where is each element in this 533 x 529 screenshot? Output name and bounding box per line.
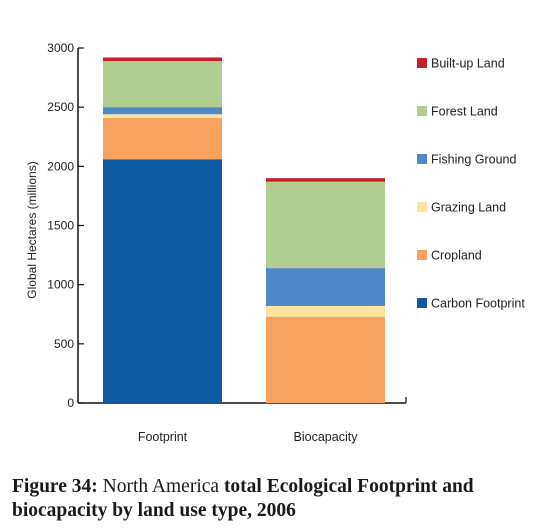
y-tick-label: 500 [54, 337, 74, 351]
legend-label: Cropland [431, 249, 482, 263]
y-tick-label: 2000 [47, 159, 74, 173]
y-tick-label: 1500 [47, 219, 74, 233]
bar-segment-forest-land [266, 181, 385, 269]
y-tick-label: 1000 [47, 278, 74, 292]
y-tick-label: 2500 [47, 100, 74, 114]
bar-segment-built-up-land [266, 178, 385, 182]
bar-segment-built-up-land [103, 57, 222, 62]
y-axis-title: Global Hectares (millions) [25, 161, 39, 298]
legend-swatch [417, 58, 427, 68]
legend-swatch [417, 106, 427, 116]
bar-segment-cropland [103, 117, 222, 160]
legend-swatch [417, 154, 427, 164]
legend-swatch [417, 298, 427, 308]
legend-swatch [417, 250, 427, 260]
legend-label: Grazing Land [431, 201, 506, 215]
bar-segment-fishing-ground [103, 107, 222, 115]
bar-segment-fishing-ground [266, 268, 385, 306]
stacked-bar-chart: Global Hectares (millions) 0 500 1000 1500 2… [25, 41, 525, 444]
bar-segment-carbon-footprint [103, 159, 222, 403]
figure-label: Figure 34: [12, 476, 98, 497]
caption-region: North America [102, 476, 220, 497]
legend-swatch [417, 202, 427, 212]
legend: Built-up Land Forest Land Fishing Ground Gr… [417, 57, 525, 311]
legend-label: Forest Land [431, 105, 498, 119]
y-tick-label: 0 [67, 396, 74, 410]
legend-label: Fishing Ground [431, 153, 517, 167]
bar-segment-forest-land [103, 61, 222, 108]
bar-segment-grazing-land [266, 305, 385, 317]
legend-label: Carbon Footprint [431, 297, 525, 311]
bar-segment-cropland [266, 316, 385, 403]
x-category-label: Footprint [138, 430, 188, 444]
y-tick-label: 3000 [47, 41, 74, 55]
plot-area: 0 500 1000 1500 2000 2500 3000 Footprint Biocapa… [47, 41, 407, 444]
caption-description: total Ecological Footprint and biocapaci… [12, 476, 474, 521]
legend-label: Built-up Land [431, 57, 505, 71]
bar-segment-grazing-land [103, 114, 222, 118]
figure-caption: Figure 34: North America total Ecologica… [12, 475, 522, 523]
x-category-label: Biocapacity [294, 430, 359, 444]
